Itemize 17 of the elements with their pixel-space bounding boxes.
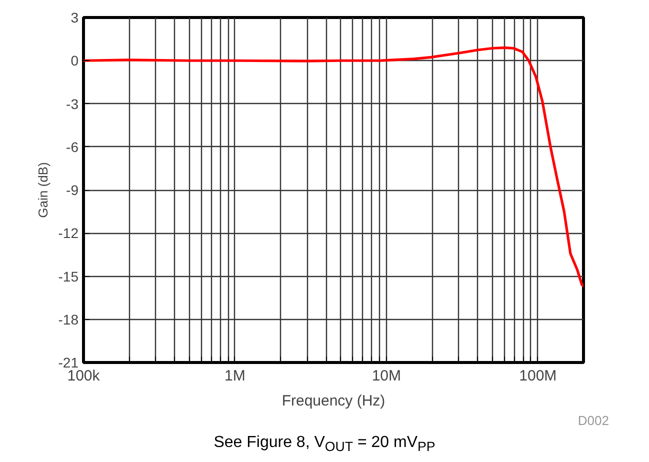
text: D002 <box>576 412 610 428</box>
x-tick-label: 10M <box>372 368 402 384</box>
y-tick-label: -15 <box>58 268 79 284</box>
y-tick-label: 3 <box>70 10 79 26</box>
x-tick-label: 100M <box>519 368 557 384</box>
y-tick-label: -9 <box>66 182 79 198</box>
x-tick-label: 100k <box>67 368 100 384</box>
y-axis-title: Gain (dB) <box>35 162 50 218</box>
x-axis-title: Frequency (Hz) <box>282 392 386 410</box>
y-tick-label: -21 <box>58 354 79 370</box>
y-tick-label: -3 <box>66 96 79 112</box>
y-tick-label: -6 <box>66 138 79 155</box>
y-tick-label: -12 <box>58 225 79 242</box>
x-tick-label: 1M <box>224 368 246 384</box>
y-tick-label: 0 <box>70 52 79 69</box>
text: See Figure 8, V$_{OUT}$ = 20 mV$_{PP}$ <box>212 433 436 456</box>
y-tick-label: -18 <box>58 311 79 328</box>
